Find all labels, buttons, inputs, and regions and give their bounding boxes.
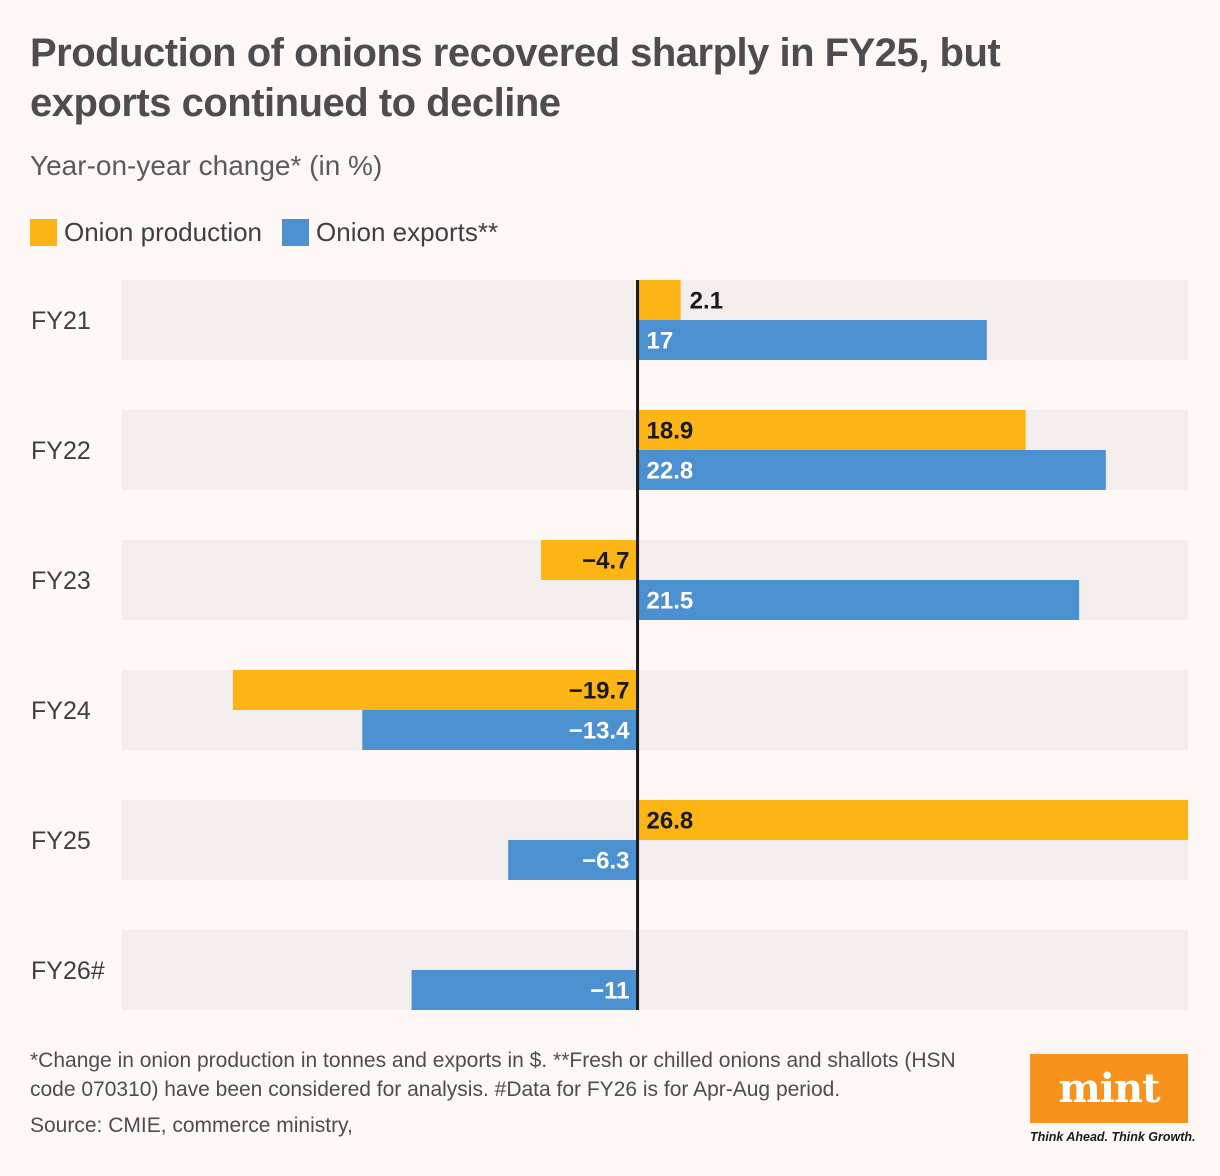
exports-bar xyxy=(411,970,638,1010)
exports-bar xyxy=(637,580,1080,620)
production-bar xyxy=(541,540,638,580)
production-bar xyxy=(637,410,1026,450)
legend-swatch-production xyxy=(30,218,57,246)
category-label: FY21 xyxy=(31,307,91,335)
legend-item-production: Onion production xyxy=(30,217,262,248)
data-label: −13.4 xyxy=(569,718,630,745)
production-bar xyxy=(637,800,1188,840)
legend-label-production: Onion production xyxy=(64,216,263,247)
logo-tagline: Think Ahead. Think Growth. xyxy=(1030,1130,1196,1144)
production-bar xyxy=(637,280,681,320)
data-label: −11 xyxy=(590,978,629,1005)
data-label: −4.7 xyxy=(582,548,629,575)
legend-label-exports: Onion exports** xyxy=(316,216,499,247)
chart-title: Production of onions recovered sharply i… xyxy=(30,31,1001,125)
data-label: 18.9 xyxy=(647,418,694,445)
exports-bar xyxy=(637,450,1106,490)
data-label: −6.3 xyxy=(582,848,629,875)
category-label: FY24 xyxy=(31,697,91,725)
category-label: FY22 xyxy=(31,437,91,465)
data-label: −19.7 xyxy=(569,678,630,705)
source-note: Source: CMIE, commerce ministry, xyxy=(30,1114,353,1137)
row-band xyxy=(122,930,1188,1010)
exports-bar xyxy=(508,840,638,880)
data-label: 2.1 xyxy=(690,288,723,315)
category-label: FY23 xyxy=(31,567,91,595)
mint-logo: mint xyxy=(1030,1054,1188,1123)
data-label: 21.5 xyxy=(647,588,694,615)
data-label: 17 xyxy=(647,328,674,355)
logo-text: mint xyxy=(1058,1065,1160,1112)
category-label: FY26# xyxy=(31,957,105,985)
legend-swatch-exports xyxy=(282,218,310,246)
footnote: *Change in onion production in tonnes an… xyxy=(30,1049,956,1101)
exports-bar xyxy=(637,320,987,360)
exports-bar xyxy=(362,710,638,750)
chart-subtitle: Year-on-year change* (in %) xyxy=(30,150,383,181)
data-label: 26.8 xyxy=(647,808,694,835)
data-label: 22.8 xyxy=(647,458,694,485)
category-label: FY25 xyxy=(31,827,91,855)
legend: Onion production Onion exports** xyxy=(30,214,518,250)
legend-item-exports: Onion exports** xyxy=(282,217,498,248)
bar-chart: FY21 2.1 17 FY22 18.9 22.8 FY23 −4.7 21.5 FY24 −19… xyxy=(31,280,1188,1010)
production-bar xyxy=(232,670,638,710)
